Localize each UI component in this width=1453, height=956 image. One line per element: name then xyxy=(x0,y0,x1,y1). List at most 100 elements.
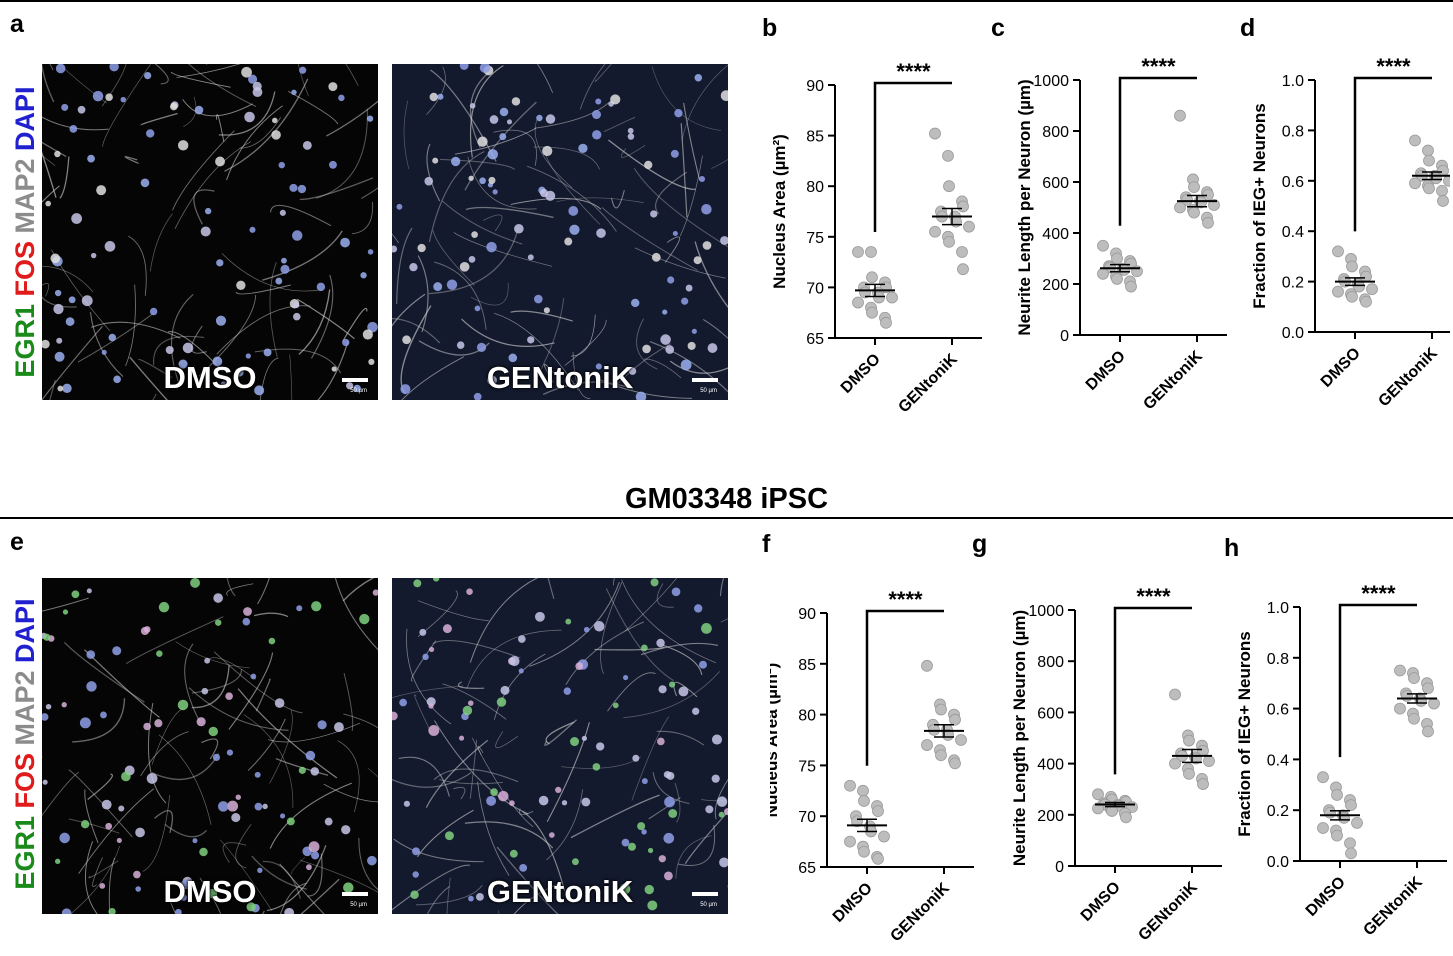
neurite xyxy=(457,681,485,689)
neurite xyxy=(572,352,591,399)
cell-nucleus xyxy=(596,228,606,238)
cell-nucleus xyxy=(412,871,419,878)
cell-nucleus xyxy=(575,662,584,670)
neurite xyxy=(594,646,665,651)
cell-nucleus xyxy=(178,359,188,369)
cell-nucleus xyxy=(426,697,436,707)
data-point xyxy=(1169,757,1181,770)
cell-nucleus xyxy=(594,621,605,632)
cell-nucleus xyxy=(424,176,434,186)
y-axis-label: Neurite Length per Neuron (µm) xyxy=(1015,79,1034,335)
stain-fos: FOS xyxy=(10,753,40,809)
cell-nucleus xyxy=(204,657,211,664)
cell-nucleus xyxy=(331,366,337,372)
cell-nucleus xyxy=(663,771,671,779)
neurite xyxy=(633,168,728,248)
cell-nucleus xyxy=(359,613,370,625)
cell-nucleus xyxy=(99,882,106,889)
neurite xyxy=(88,860,119,879)
cell-nucleus xyxy=(215,315,227,326)
cell-nucleus xyxy=(621,838,630,847)
neurite xyxy=(42,325,103,400)
cell-nucleus xyxy=(220,381,227,388)
cell-nucleus xyxy=(45,200,52,207)
neurite xyxy=(108,857,116,914)
cell-nucleus xyxy=(568,206,579,216)
data-point xyxy=(872,852,884,865)
cell-nucleus xyxy=(610,94,621,105)
cell-nucleus xyxy=(112,646,122,656)
cell-nucleus xyxy=(217,801,229,812)
y-tick-label: 800 xyxy=(1037,654,1064,671)
neurite xyxy=(170,293,194,385)
neurite xyxy=(510,197,602,210)
scale-text: 50 µm xyxy=(700,902,717,908)
neurite xyxy=(621,579,717,664)
cell-nucleus xyxy=(368,358,375,365)
neurite xyxy=(441,200,523,245)
neurite xyxy=(439,779,503,785)
cell-nucleus xyxy=(720,90,728,102)
cell-nucleus xyxy=(509,655,520,667)
cell-nucleus xyxy=(278,161,285,169)
stain-map2: MAP2 xyxy=(10,670,40,746)
cell-nucleus xyxy=(280,813,286,819)
y-tick-label: 85 xyxy=(806,129,824,146)
neurite xyxy=(679,155,703,237)
neurite xyxy=(414,694,432,734)
cell-nucleus xyxy=(429,646,435,653)
cell-nucleus xyxy=(56,337,63,344)
cell-nucleus xyxy=(241,66,252,78)
cell-nucleus xyxy=(101,799,112,810)
cell-nucleus xyxy=(581,797,591,807)
neurite xyxy=(510,310,573,322)
cell-nucleus xyxy=(225,692,233,700)
neurite xyxy=(235,284,291,295)
neurite xyxy=(466,629,562,689)
neurite xyxy=(453,786,466,800)
cell-nucleus xyxy=(275,277,283,285)
cell-nucleus xyxy=(563,687,571,695)
stain-label-bottom: EGR1 FOS MAP2 DAPI xyxy=(10,576,40,912)
cell-nucleus xyxy=(428,703,434,709)
neurite xyxy=(198,294,257,377)
cell-nucleus xyxy=(308,841,320,853)
data-point xyxy=(949,757,961,770)
data-point xyxy=(1183,734,1195,747)
data-point xyxy=(852,296,864,309)
x-tick-label: DMSO xyxy=(830,880,876,926)
significance-bracket xyxy=(873,81,952,232)
data-point xyxy=(1174,201,1186,214)
cell-nucleus xyxy=(149,307,158,316)
cell-nucleus xyxy=(291,89,297,95)
cell-nucleus xyxy=(92,90,104,102)
cell-nucleus xyxy=(459,261,470,272)
x-tick-label: GENtoniK xyxy=(1375,344,1441,410)
data-point xyxy=(1366,283,1378,296)
chart-d: 0.0 0.2 0.4 0.6 0.8 1.0 Fraction of IEG+ Neuro… xyxy=(1250,54,1450,410)
x-tick-label: DMSO xyxy=(1318,345,1364,391)
cell-nucleus xyxy=(113,375,121,384)
neurite xyxy=(42,296,77,308)
neurite xyxy=(393,838,484,863)
scale-bar xyxy=(342,892,368,896)
neurite xyxy=(544,151,601,225)
data-point xyxy=(1331,789,1343,801)
neurite xyxy=(128,235,147,296)
data-point xyxy=(1344,837,1356,850)
cell-nucleus xyxy=(396,203,403,210)
neurite xyxy=(669,360,728,374)
neurite xyxy=(142,795,171,872)
data-point xyxy=(935,749,947,762)
cell-nucleus xyxy=(45,703,52,710)
cell-nucleus xyxy=(641,829,647,835)
neurite xyxy=(239,117,282,149)
neurite xyxy=(257,578,270,605)
cell-nucleus xyxy=(641,644,648,652)
cell-nucleus xyxy=(583,626,590,633)
data-point xyxy=(1394,664,1406,677)
cell-nucleus xyxy=(499,133,507,141)
neurite xyxy=(92,857,103,887)
significance-label: **** xyxy=(888,587,923,612)
neurite xyxy=(68,818,120,834)
